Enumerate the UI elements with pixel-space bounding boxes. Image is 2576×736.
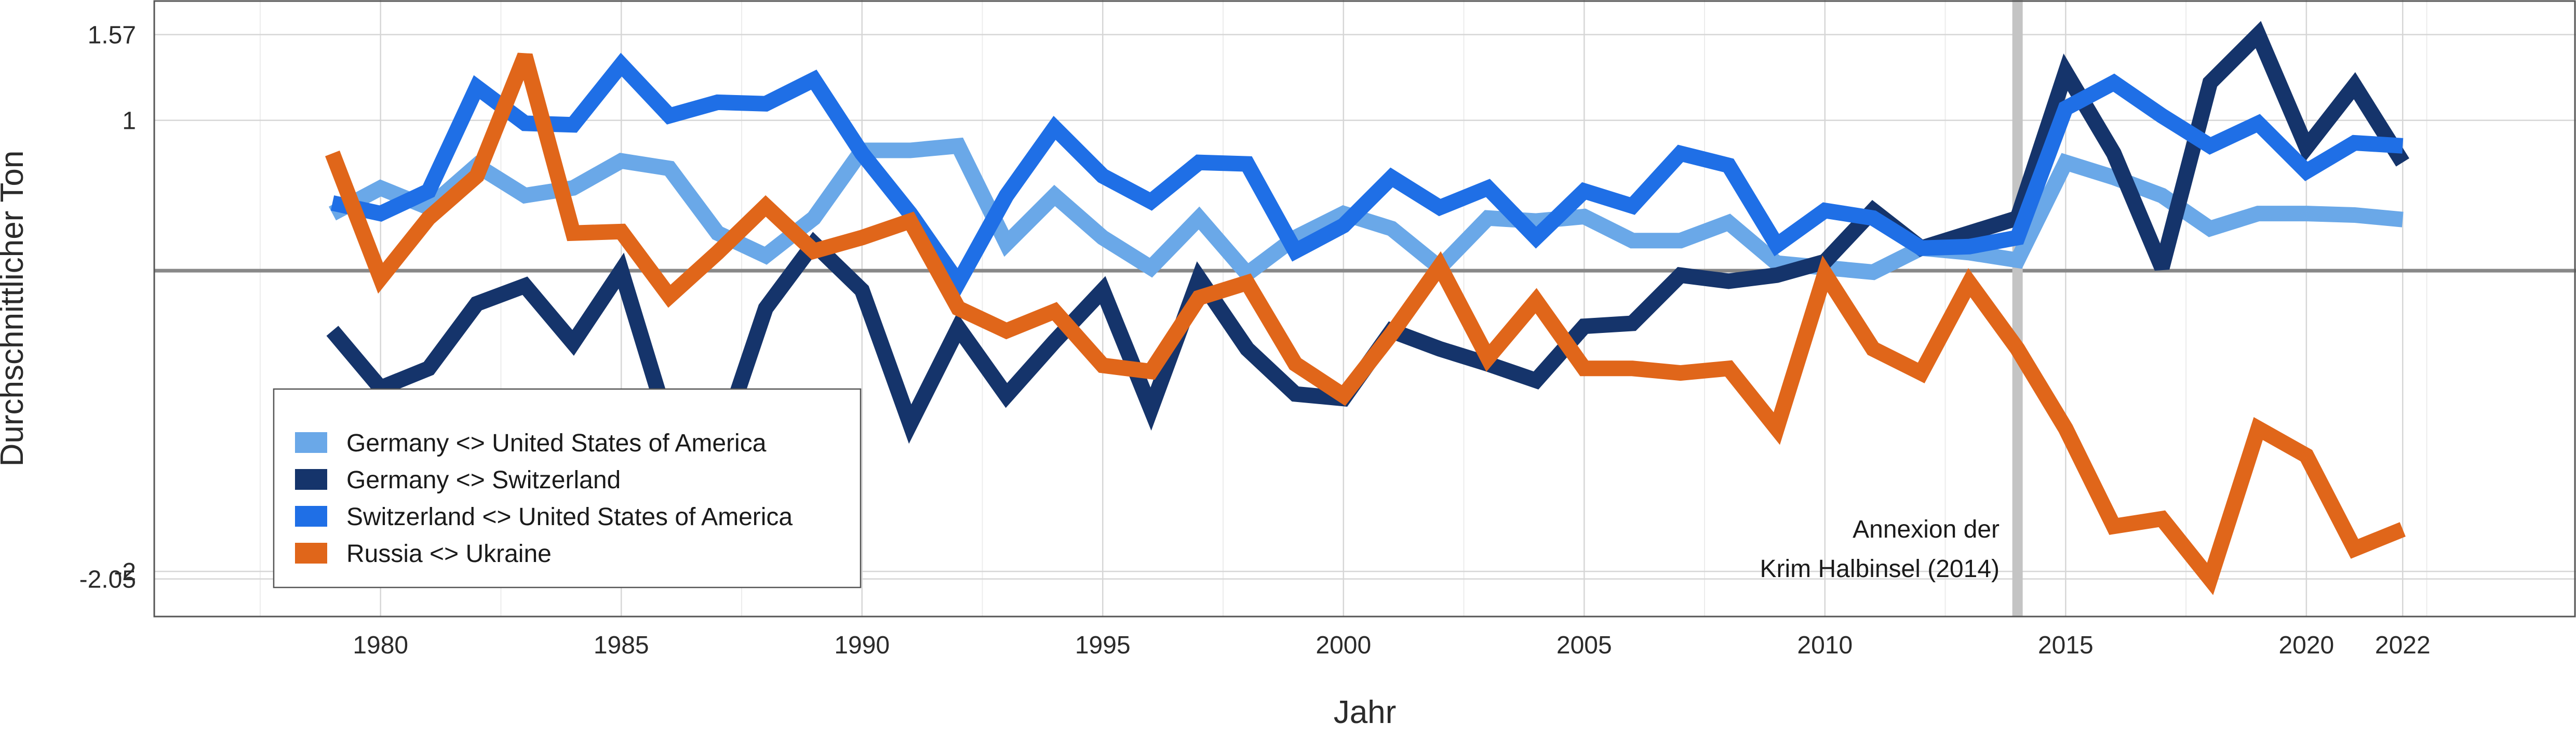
event-annotation-line1: Annexion der	[1853, 516, 2000, 543]
series-line-3	[330, 52, 2404, 298]
y-tick-label: -2	[114, 558, 136, 586]
x-tick-label: 2010	[1797, 632, 1853, 659]
legend-label: Germany <> United States of America	[346, 430, 767, 457]
series-line-1	[328, 137, 2404, 285]
legend-swatch	[295, 469, 327, 490]
legend-swatch	[295, 543, 327, 564]
y-axis-title: Durchschnittlicher Ton	[0, 151, 30, 467]
plot-border	[153, 0, 2576, 618]
x-axis-title: Jahr	[1334, 694, 1397, 730]
x-axis-ticks: 1980 1985 1990 1995 2000 2005 2010 2015 2020 2022	[353, 632, 2430, 659]
legend-label: Russia <> Ukraine	[346, 540, 552, 568]
legend-swatch	[295, 432, 327, 453]
x-tick-label: 1985	[594, 632, 649, 659]
x-tick-label: 1980	[353, 632, 408, 659]
y-tick-label: -2.05	[79, 566, 136, 594]
legend-label: Germany <> Switzerland	[346, 466, 621, 494]
y-tick-label: 1	[122, 108, 136, 135]
legend-label: Switzerland <> United States of America	[346, 503, 793, 531]
x-tick-label: 1995	[1075, 632, 1131, 659]
y-tick-label: 1.57	[88, 22, 136, 49]
series-line-4	[325, 52, 2406, 595]
x-tick-label: 2015	[2038, 632, 2094, 659]
x-tick-label: 1990	[834, 632, 890, 659]
x-tick-label: 2020	[2278, 632, 2334, 659]
event-annotation-line2: Krim Halbinsel (2014)	[1760, 555, 2000, 583]
event-annotation: Annexion der Krim Halbinsel (2014)	[1760, 516, 2000, 583]
legend-box	[273, 388, 862, 588]
x-tick-label: 2000	[1316, 632, 1371, 659]
x-tick-label: 2022	[2375, 632, 2431, 659]
legend: Germany <> United States of America Germa…	[273, 388, 862, 588]
y-axis-ticks: 1.57 1 -2-2.05	[79, 22, 136, 594]
legend-swatch	[295, 506, 327, 527]
x-tick-label: 2005	[1557, 632, 1612, 659]
